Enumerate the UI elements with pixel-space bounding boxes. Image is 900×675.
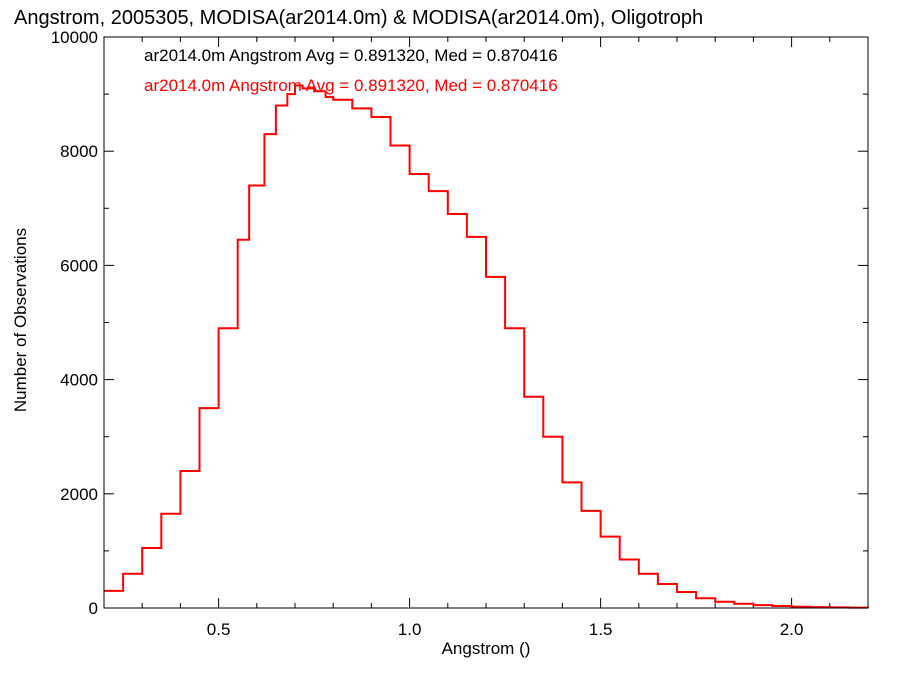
x-tick-label: 1.5 <box>589 620 613 639</box>
stats-annotation: ar2014.0m Angstrom Avg = 0.891320, Med =… <box>144 76 558 95</box>
y-tick-label: 0 <box>89 599 98 618</box>
histogram-series-line <box>104 84 869 609</box>
axis-ticks: 0.5 1.0 1.5 2.0 0 2000 4000 6000 8000 10000 <box>51 28 869 639</box>
annotations: ar2014.0m Angstrom Avg = 0.891320, Med =… <box>144 46 558 95</box>
y-tick-label: 6000 <box>60 256 98 275</box>
chart-title: Angstrom, 2005305, MODISA(ar2014.0m) & M… <box>14 7 703 29</box>
x-tick-label: 1.0 <box>398 620 422 639</box>
x-tick-label: 0.5 <box>207 620 231 639</box>
plot-frame <box>103 36 869 609</box>
y-axis-label: Number of Observations <box>11 228 30 412</box>
y-tick-label: 10000 <box>51 28 98 47</box>
stats-annotation: ar2014.0m Angstrom Avg = 0.891320, Med =… <box>144 46 558 65</box>
y-tick-label: 4000 <box>60 371 98 390</box>
y-tick-label: 2000 <box>60 485 98 504</box>
x-tick-label: 2.0 <box>780 620 804 639</box>
series-layer <box>104 84 869 609</box>
x-axis-label: Angstrom () <box>442 639 531 658</box>
y-tick-label: 8000 <box>60 142 98 161</box>
